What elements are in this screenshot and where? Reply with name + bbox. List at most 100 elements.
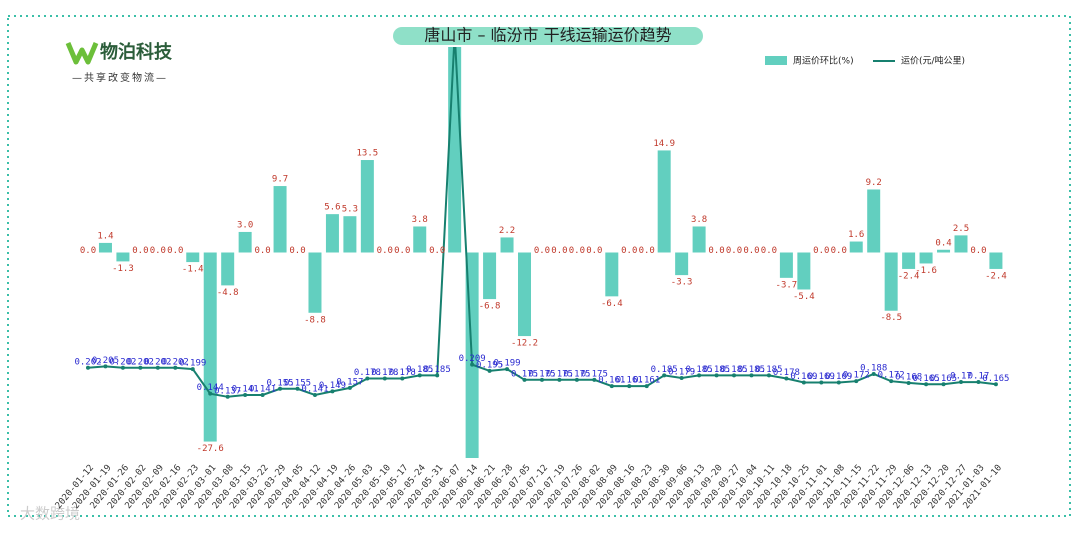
price-point [784,376,789,381]
price-value-label: 0.137 [214,386,241,396]
bar [238,231,252,253]
labels: 0.01.4-1.30.0 0.0 0.0-1.4-27.6-4.83.00.09.… [74,139,1009,454]
price-point [539,377,544,382]
price-value-label: 0.141 [301,385,328,395]
price-point [312,393,317,398]
frame [7,15,1071,517]
bar-value-label: 14.9 [653,139,675,149]
price-point [592,377,597,382]
price-point [487,368,492,373]
price-value-label: 0.169 [808,372,835,382]
bar [186,252,200,263]
price-line [87,47,997,398]
bar-value-label: 0.0 [726,246,742,256]
price-value-label: 0.161 [633,376,660,386]
bar-value-label: 1.4 [97,231,113,241]
price-value-label: 0.172 [878,371,905,381]
bar [954,235,968,253]
watermark: 大数跨境 [20,505,80,523]
price-value-label: 0.157 [336,377,363,387]
price-value-label: 0.188 [860,364,887,374]
bar-value-label: 0.0 [743,246,759,256]
price-point [871,372,876,377]
bar [98,242,112,253]
price-value-label: 0.149 [319,381,346,391]
price-point [609,384,614,389]
bar-value-label: 0.0 [639,246,655,256]
logo: 物泊科技 —共享改变物流— [65,41,173,84]
bar-value-label: 13.5 [357,149,379,159]
bar-value-label: 0.0 [429,246,445,256]
bar [692,226,706,253]
bar-value-label: 0.0 [761,246,777,256]
price-value-label: 0.202 [162,357,189,367]
bar-value-label: 0.0 [831,246,847,256]
bar-value-label: 3.8 [691,215,707,225]
brand-slogan: —共享改变物流— [72,71,168,84]
price-point [505,367,510,372]
bar [797,252,811,290]
bar [343,216,357,253]
bar-value-label: 0.0 [377,246,393,256]
price-value-label: 0.202 [144,357,171,367]
price-point [138,365,143,370]
price-point [295,386,300,391]
bar [273,186,287,253]
bar [937,249,951,253]
price-value-label: 0.178 [354,368,381,378]
bar-value-label: 0.0 [167,246,183,256]
price-value-label: 0.205 [92,356,119,366]
price-value-label: 0.175 [511,369,538,379]
price-value-label: 0.209 [459,354,486,364]
legend-label: 运价(元/吨公里) [901,55,965,67]
price-value-label: 0.17 [950,372,972,382]
bar [605,252,619,297]
bar-value-label: 0.0 [708,246,724,256]
bar-value-label: 3.8 [412,215,428,225]
bar [360,160,374,253]
bar-value-label: -6.8 [479,302,501,312]
bar-value-label: -27.6 [197,444,224,454]
bar-value-label: 1.6 [848,230,864,240]
bar-value-label: 5.6 [324,203,340,213]
bar [308,252,322,313]
price-value-label: 0.202 [109,357,136,367]
price-value-label: 0.175 [581,369,608,379]
legend-label: 周运价环比(%) [793,55,854,67]
price-point [959,380,963,385]
price-value-label: 0.185 [720,365,747,375]
bar-value-label: -2.4 [985,271,1007,281]
bar-value-label: 9.7 [272,175,288,185]
bar-value-label: 0.0 [970,246,986,256]
price-value-label: 0.175 [528,369,555,379]
price-value-label: 0.168 [895,372,922,382]
price-value-label: 0.141 [232,385,259,395]
price-value-label: 0.185 [406,365,433,375]
price-point [173,365,178,370]
price-point [662,373,667,378]
price-value-label: 0.202 [127,357,154,367]
bar [675,252,689,276]
price-value-label: 0.185 [703,365,730,375]
price-point [522,377,527,382]
price-value-label: 0.185 [686,365,713,375]
price-point [278,386,283,391]
price-point [714,373,719,378]
price-point [225,394,230,399]
price-value-label: 0.17 [968,372,990,382]
bar-value-label: -6.4 [601,299,623,309]
price-value-label: 0.178 [371,368,398,378]
price-point [732,373,737,378]
bar-value-label: -8.8 [304,315,326,325]
price-point [86,365,90,370]
bar [867,189,881,253]
price-value-label: 0.155 [284,378,311,388]
bar-value-label: 0.0 [289,246,305,256]
bar-value-label: 5.3 [342,205,358,215]
price-value-label: 0.199 [493,359,520,369]
price-point [906,380,911,385]
price-point [993,382,998,387]
price-point [470,362,475,367]
price-value-label: 0.165 [913,374,940,384]
